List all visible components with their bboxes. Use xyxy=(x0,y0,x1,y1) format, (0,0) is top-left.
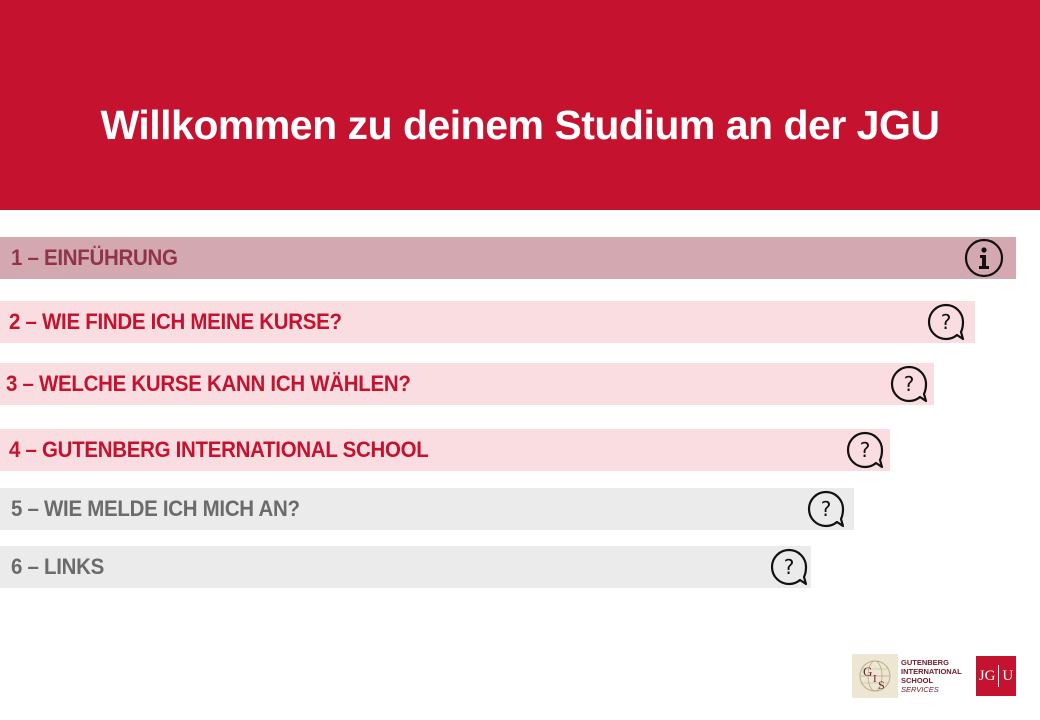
gis-logo-line: SERVICES xyxy=(901,685,939,694)
question-bubble-icon[interactable]: ? xyxy=(889,364,929,404)
svg-text:?: ? xyxy=(904,372,915,396)
menu-item-kurse-finden[interactable]: 2 – WIE FINDE ICH MEINE KURSE? ? xyxy=(0,301,975,343)
menu-item-label: 2 – WIE FINDE ICH MEINE KURSE? xyxy=(9,309,342,334)
svg-text:?: ? xyxy=(821,497,832,521)
page-title: Willkommen zu deinem Studium an der JGU xyxy=(100,101,940,148)
menu-item-label: 4 – GUTENBERG INTERNATIONAL SCHOOL xyxy=(9,437,429,462)
svg-text:S: S xyxy=(878,678,885,692)
globe-icon: G I S xyxy=(859,660,891,692)
question-bubble-icon[interactable]: ? xyxy=(845,430,885,470)
header-banner: Willkommen zu deinem Studium an der JGU xyxy=(0,0,1040,210)
gis-logo-text: GUTENBERG INTERNATIONAL SCHOOL SERVICES xyxy=(901,658,962,694)
gis-logo-mark: G I S xyxy=(852,654,898,698)
menu-item-links[interactable]: 6 – LINKS ? xyxy=(0,546,811,588)
jgu-logo-left: JG xyxy=(978,667,996,684)
menu-item-label: 6 – LINKS xyxy=(11,554,104,579)
menu-item-label: 1 – EINFÜHRUNG xyxy=(11,245,178,270)
menu-item-label: 5 – WIE MELDE ICH MICH AN? xyxy=(11,496,300,521)
svg-text:?: ? xyxy=(860,438,871,462)
menu-item-label: 3 – WELCHE KURSE KANN ICH WÄHLEN? xyxy=(6,371,411,396)
svg-text:?: ? xyxy=(784,555,795,579)
gis-logo-line: INTERNATIONAL xyxy=(901,667,962,676)
svg-text:G: G xyxy=(863,664,872,679)
jgu-logo: JG U xyxy=(976,656,1016,696)
menu-item-gutenberg-school[interactable]: 4 – GUTENBERG INTERNATIONAL SCHOOL ? xyxy=(0,429,890,471)
menu-item-anmelden[interactable]: 5 – WIE MELDE ICH MICH AN? ? xyxy=(0,488,854,530)
jgu-logo-divider xyxy=(998,665,1000,687)
menu-item-kurse-waehlen[interactable]: 3 – WELCHE KURSE KANN ICH WÄHLEN? ? xyxy=(0,363,934,405)
question-bubble-icon[interactable]: ? xyxy=(806,489,846,529)
gis-logo-line: SCHOOL xyxy=(901,676,934,685)
svg-text:?: ? xyxy=(941,310,952,334)
jgu-logo-right: U xyxy=(1002,667,1014,684)
menu-item-einfuehrung[interactable]: 1 – EINFÜHRUNG xyxy=(0,237,1016,279)
question-bubble-icon[interactable]: ? xyxy=(926,302,966,342)
info-icon[interactable] xyxy=(964,238,1004,278)
footer-logos: G I S GUTENBERG INTERNATIONAL SCHOOL SER… xyxy=(852,654,1022,698)
gis-logo-line: GUTENBERG xyxy=(901,658,949,667)
svg-text:I: I xyxy=(873,673,877,685)
question-bubble-icon[interactable]: ? xyxy=(769,547,809,587)
